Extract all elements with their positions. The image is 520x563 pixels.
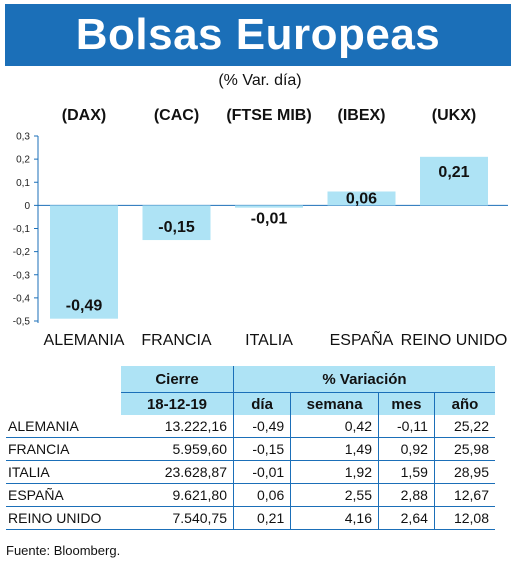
header-semana: semana: [290, 392, 379, 415]
row-ano: 12,67: [433, 483, 495, 507]
category-label: ALEMANIA: [44, 332, 125, 349]
row-ano: 25,22: [433, 415, 495, 438]
header-cierre: Cierre: [121, 366, 234, 393]
data-label: 0,21: [438, 164, 469, 181]
category-label: FRANCIA: [141, 332, 212, 349]
row-cierre: 13.222,16: [121, 415, 234, 438]
row-country: ESPAÑA: [6, 483, 121, 507]
table-sub-header-row: 18-12-19 día semana mes año: [6, 392, 495, 415]
y-tick-label: -0,5: [13, 317, 31, 328]
page-title: Bolsas Europeas: [75, 10, 441, 59]
row-cierre: 5.959,60: [121, 437, 234, 461]
y-tick-label: -0,3: [13, 270, 31, 281]
row-mes: 2,88: [377, 483, 435, 507]
table-row: FRANCIA 5.959,60 -0,15 1,49 0,92 25,98: [6, 437, 495, 461]
source-note: Fuente: Bloomberg.: [6, 543, 121, 558]
bar-italia: [235, 205, 303, 208]
row-mes: 2,64: [377, 506, 435, 530]
row-dia: -0,01: [232, 460, 291, 484]
row-semana: 2,55: [290, 483, 379, 507]
data-label: 0,06: [346, 190, 377, 207]
row-cierre: 23.628,87: [121, 460, 234, 484]
row-country: REINO UNIDO: [6, 506, 121, 530]
table-corner-cell-2: [6, 392, 121, 415]
header-mes: mes: [377, 392, 435, 415]
index-label: (CAC): [154, 107, 199, 124]
y-tick-label: -0,4: [13, 293, 31, 304]
header-ano: año: [433, 392, 495, 415]
row-mes: 0,92: [377, 437, 435, 461]
data-label: -0,49: [66, 298, 103, 315]
row-dia: -0,15: [232, 437, 291, 461]
y-tick-label: -0,2: [13, 247, 31, 258]
y-tick-label: 0: [24, 201, 30, 212]
index-label: (IBEX): [338, 107, 386, 124]
row-semana: 4,16: [290, 506, 379, 530]
table-group-header-row: Cierre % Variación: [6, 366, 495, 393]
row-cierre: 7.540,75: [121, 506, 234, 530]
table-row: ITALIA 23.628,87 -0,01 1,92 1,59 28,95: [6, 460, 495, 484]
index-label: (DAX): [62, 107, 106, 124]
data-label: -0,15: [158, 219, 195, 236]
y-tick-label: 0,2: [16, 155, 30, 166]
category-label: ESPAÑA: [330, 329, 394, 349]
row-dia: 0,06: [232, 483, 291, 507]
bar-españa: [327, 191, 396, 206]
chart-subtitle: (% Var. día): [218, 72, 302, 89]
y-tick-label: 0,1: [16, 178, 30, 189]
index-label: (FTSE MIB): [226, 107, 311, 124]
y-tick-label: -0,1: [13, 224, 31, 235]
header-date: 18-12-19: [121, 392, 234, 415]
row-country: FRANCIA: [6, 437, 121, 461]
table-corner-cell: [6, 366, 121, 393]
row-ano: 12,08: [433, 506, 495, 530]
row-country: ALEMANIA: [6, 415, 121, 438]
table-row: REINO UNIDO 7.540,75 0,21 4,16 2,64 12,0…: [6, 506, 495, 530]
row-semana: 1,49: [290, 437, 379, 461]
row-ano: 25,98: [433, 437, 495, 461]
table-row: ALEMANIA 13.222,16 -0,49 0,42 -0,11 25,2…: [6, 415, 495, 438]
row-dia: -0,49: [232, 415, 291, 438]
row-country: ITALIA: [6, 460, 121, 484]
category-label: ITALIA: [245, 332, 293, 349]
category-label: REINO UNIDO: [401, 332, 508, 349]
row-cierre: 9.621,80: [121, 483, 234, 507]
row-dia: 0,21: [232, 506, 291, 530]
data-label: -0,01: [251, 210, 288, 227]
index-label: (UKX): [432, 107, 476, 124]
row-semana: 0,42: [290, 415, 379, 438]
bar-alemania: [50, 205, 118, 319]
title-banner: Bolsas Europeas: [5, 4, 511, 66]
row-mes: -0,11: [377, 415, 435, 438]
bar-francia: [142, 205, 211, 241]
row-semana: 1,92: [290, 460, 379, 484]
row-ano: 28,95: [433, 460, 495, 484]
y-tick-label: 0,3: [16, 132, 30, 143]
row-mes: 1,59: [377, 460, 435, 484]
bar-reino-unido: [420, 156, 488, 206]
table-row: ESPAÑA 9.621,80 0,06 2,55 2,88 12,67: [6, 483, 495, 507]
header-dia: día: [232, 392, 291, 415]
data-table: Cierre % Variación 18-12-19 día semana m…: [6, 366, 495, 530]
bar-chart: 0,3 0,2 0,1 0 -0,1 -0,2 -0,3 -0,4 -0,5 -0,49 (DAX)…: [13, 107, 508, 349]
header-variacion: % Variación: [233, 366, 495, 393]
